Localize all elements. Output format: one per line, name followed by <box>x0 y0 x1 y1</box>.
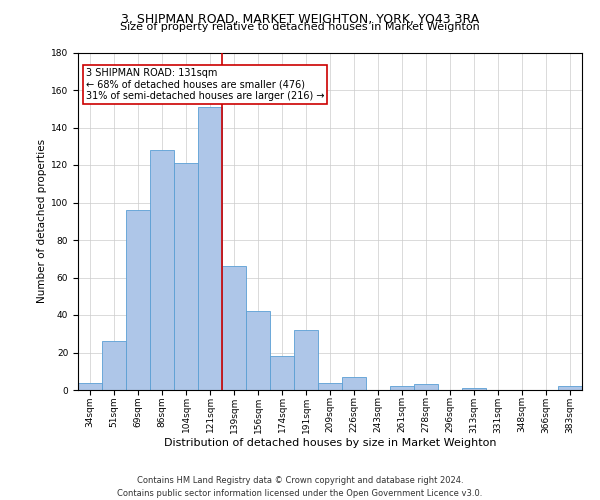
Bar <box>318 382 342 390</box>
Bar <box>390 386 414 390</box>
Bar <box>78 382 102 390</box>
Bar <box>102 341 126 390</box>
Bar <box>558 386 582 390</box>
X-axis label: Distribution of detached houses by size in Market Weighton: Distribution of detached houses by size … <box>164 438 496 448</box>
Bar <box>270 356 294 390</box>
Y-axis label: Number of detached properties: Number of detached properties <box>37 139 47 304</box>
Bar <box>174 163 198 390</box>
Bar <box>150 150 174 390</box>
Bar <box>222 266 246 390</box>
Bar <box>198 107 222 390</box>
Bar <box>342 377 366 390</box>
Text: Size of property relative to detached houses in Market Weighton: Size of property relative to detached ho… <box>120 22 480 32</box>
Bar <box>414 384 438 390</box>
Bar <box>294 330 318 390</box>
Bar <box>462 388 486 390</box>
Text: Contains HM Land Registry data © Crown copyright and database right 2024.
Contai: Contains HM Land Registry data © Crown c… <box>118 476 482 498</box>
Bar <box>126 210 150 390</box>
Text: 3 SHIPMAN ROAD: 131sqm
← 68% of detached houses are smaller (476)
31% of semi-de: 3 SHIPMAN ROAD: 131sqm ← 68% of detached… <box>86 68 324 101</box>
Text: 3, SHIPMAN ROAD, MARKET WEIGHTON, YORK, YO43 3RA: 3, SHIPMAN ROAD, MARKET WEIGHTON, YORK, … <box>121 12 479 26</box>
Bar <box>246 311 270 390</box>
